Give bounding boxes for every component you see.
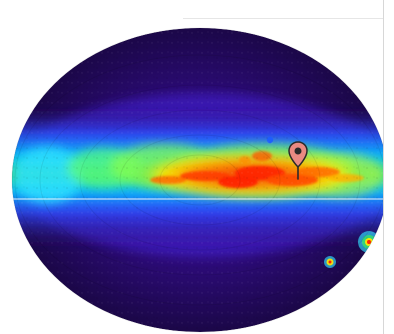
panel-edge — [383, 0, 394, 334]
sky-layer — [12, 28, 388, 332]
top-divider — [183, 18, 383, 19]
scan-arcs — [14, 54, 386, 306]
map-pin-icon — [288, 141, 308, 180]
sky-texture — [12, 28, 388, 332]
location-marker[interactable] — [288, 141, 308, 181]
